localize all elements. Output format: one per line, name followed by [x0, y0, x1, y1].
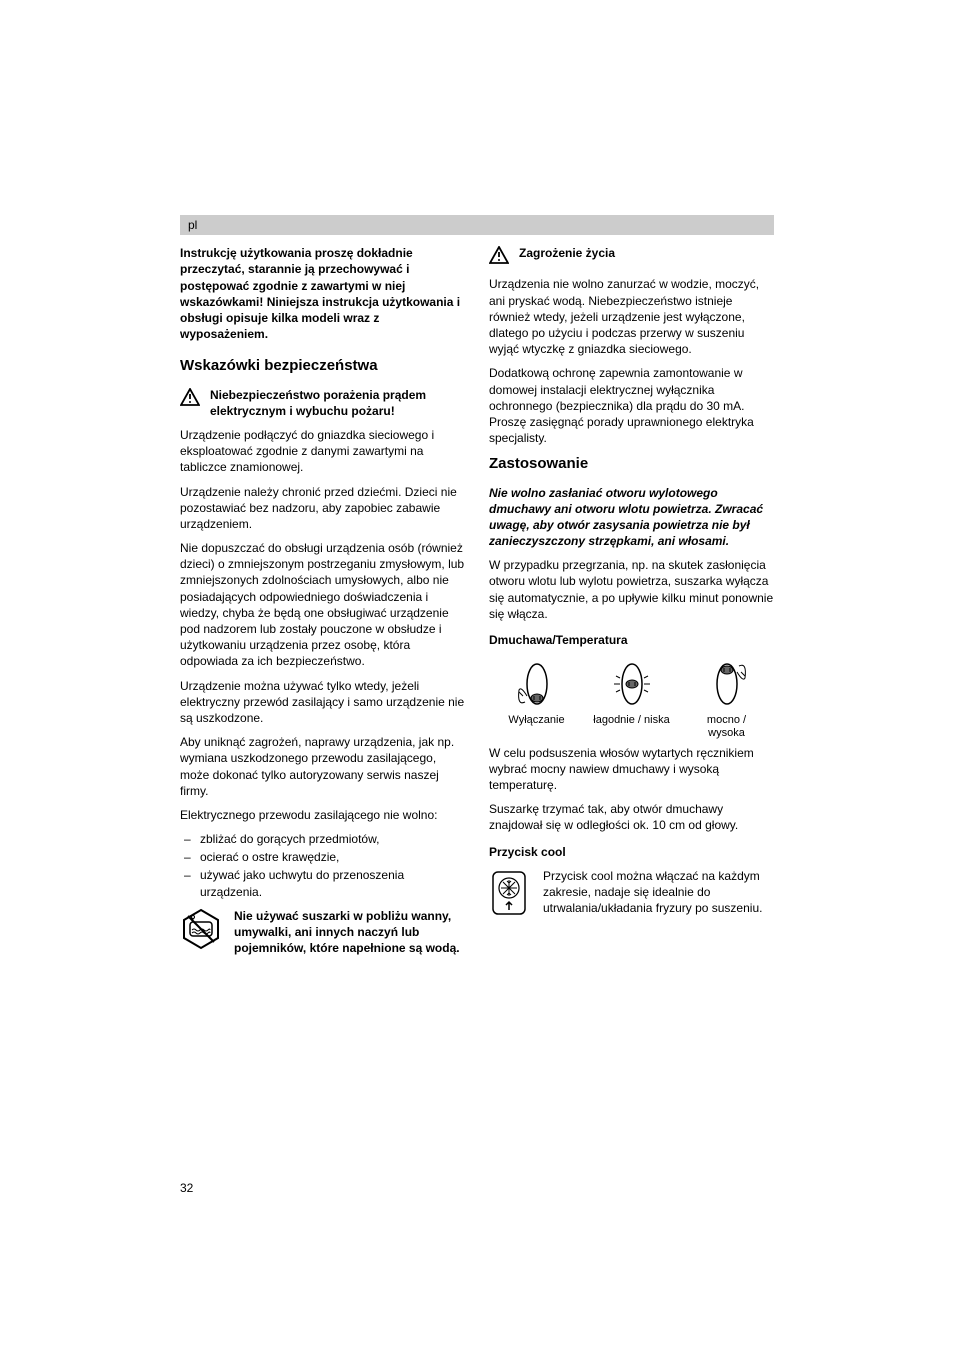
bullet-dash: –: [180, 867, 200, 899]
water-warning-text: Nie używać suszarki w pobliżu wanny, umy…: [234, 908, 465, 957]
paragraph: W przypadku przegrzania, np. na skutek z…: [489, 557, 774, 622]
blower-heading: Dmuchawa/Temperatura: [489, 632, 774, 648]
paragraph: Urządzenie podłączyć do gniazdka sieciow…: [180, 427, 465, 476]
paragraph: Elektrycznego przewodu zasilającego nie …: [180, 807, 465, 823]
left-column: Instrukcję użytkowania proszę dokładnie …: [180, 245, 465, 964]
paragraph: Dodatkową ochronę zapewnia zamontowanie …: [489, 365, 774, 446]
paragraph: Aby uniknąć zagrożeń, naprawy urządzenia…: [180, 734, 465, 799]
switch-off: Wyłączanie: [489, 658, 584, 727]
switch-off-label: Wyłączanie: [489, 714, 584, 727]
safety-heading: Wskazówki bezpieczeństwa: [180, 356, 465, 376]
warning-text: Zagrożenie życia: [519, 245, 615, 261]
cool-text: Przycisk cool można włączać na każdym za…: [543, 868, 774, 917]
snowflake-button-icon: [489, 868, 529, 922]
bullet-text: zbliżać do gorących przedmiotów,: [200, 831, 379, 847]
intro-text: Instrukcję użytkowania proszę dokładnie …: [180, 245, 465, 342]
warning-triangle-icon: [180, 388, 200, 410]
paragraph: Urządzenie należy chronić przed dziećmi.…: [180, 484, 465, 533]
warning-text: Niebezpieczeństwo porażenia prądem elekt…: [210, 387, 465, 419]
page-number: 32: [180, 1180, 193, 1196]
paragraph: W celu podsuszenia włosów wytartych ręcz…: [489, 745, 774, 794]
switch-high-label: mocno / wysoka: [679, 714, 774, 740]
bullet-dash: –: [180, 831, 200, 847]
warning-block: Niebezpieczeństwo porażenia prądem elekt…: [180, 387, 465, 419]
right-column: Zagrożenie życia Urządzenia nie wolno za…: [489, 245, 774, 964]
switch-low: łagodnie / niska: [584, 658, 679, 727]
paragraph: Urządzenie można używać tylko wtedy, jeż…: [180, 678, 465, 727]
bullet-list: – zbliżać do gorących przedmiotów, – oci…: [180, 831, 465, 900]
water-warning-block: Nie używać suszarki w pobliżu wanny, umy…: [180, 908, 465, 957]
language-header: pl: [180, 215, 774, 235]
list-item: – ocierać o ostre krawędzie,: [180, 849, 465, 865]
paragraph: Nie dopuszczać do obsługi urządzenia osó…: [180, 540, 465, 670]
bullet-text: ocierać o ostre krawędzie,: [200, 849, 339, 865]
paragraph: Urządzenia nie wolno zanurzać w wodzie, …: [489, 276, 774, 357]
warning-triangle-icon: [489, 246, 509, 268]
usage-heading: Zastosowanie: [489, 454, 774, 474]
cool-block: Przycisk cool można włączać na każdym za…: [489, 868, 774, 922]
italic-warning: Nie wolno zasłaniać otworu wylotowego dm…: [489, 485, 774, 550]
switch-low-label: łagodnie / niska: [584, 714, 679, 727]
bullet-text: używać jako uchwytu do przenoszenia urzą…: [200, 867, 465, 899]
list-item: – używać jako uchwytu do przenoszenia ur…: [180, 867, 465, 899]
list-item: – zbliżać do gorących przedmiotów,: [180, 831, 465, 847]
switch-high: mocno / wysoka: [679, 658, 774, 740]
no-water-icon: [180, 908, 222, 954]
switch-diagram-row: Wyłączanie łagodnie / niska: [489, 658, 774, 740]
warning-block: Zagrożenie życia: [489, 245, 774, 268]
paragraph: Suszarkę trzymać tak, aby otwór dmuchawy…: [489, 801, 774, 833]
cool-heading: Przycisk cool: [489, 844, 774, 860]
bullet-dash: –: [180, 849, 200, 865]
